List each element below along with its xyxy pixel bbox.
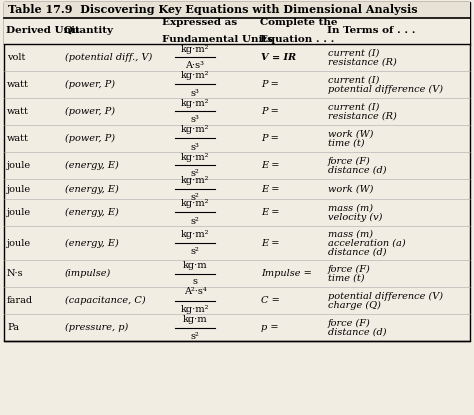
Text: distance (d): distance (d): [328, 247, 386, 256]
Text: velocity (v): velocity (v): [328, 212, 383, 222]
Text: kg·m²: kg·m²: [181, 200, 209, 208]
Text: P =: P =: [261, 107, 279, 116]
Text: joule: joule: [7, 185, 31, 193]
Text: s³: s³: [191, 88, 200, 98]
Text: A·s³: A·s³: [185, 61, 204, 71]
Text: time (t): time (t): [328, 139, 365, 147]
Text: work (W): work (W): [328, 129, 374, 139]
Text: E =: E =: [261, 185, 279, 193]
Text: work (W): work (W): [328, 185, 374, 193]
Text: Impulse =: Impulse =: [261, 269, 312, 278]
Text: distance (d): distance (d): [328, 166, 386, 174]
Text: kg·m: kg·m: [182, 315, 207, 324]
Text: (power, P): (power, P): [65, 134, 115, 143]
Bar: [4, 18, 470, 44]
Text: watt: watt: [7, 134, 29, 143]
Text: p =: p =: [261, 323, 279, 332]
Text: Table 17.9  Discovering Key Equations with Dimensional Analysis: Table 17.9 Discovering Key Equations wit…: [8, 5, 418, 15]
Text: P =: P =: [261, 134, 279, 143]
Text: (energy, E): (energy, E): [65, 161, 119, 170]
Text: C =: C =: [261, 296, 280, 305]
Text: (energy, E): (energy, E): [65, 208, 119, 217]
Text: Fundamental Units: Fundamental Units: [162, 35, 273, 44]
Text: resistance (R): resistance (R): [328, 58, 397, 66]
Text: kg·m²: kg·m²: [181, 152, 209, 161]
Text: acceleration (a): acceleration (a): [328, 239, 406, 247]
Text: (energy, E): (energy, E): [65, 184, 119, 193]
Text: s²: s²: [191, 169, 200, 178]
Bar: [4, 2, 470, 18]
Text: s: s: [192, 278, 198, 286]
Text: potential difference (V): potential difference (V): [328, 84, 443, 93]
Bar: [4, 2, 470, 341]
Text: watt: watt: [7, 80, 29, 89]
Text: s³: s³: [191, 115, 200, 124]
Text: mass (m): mass (m): [328, 229, 373, 239]
Text: kg·m²: kg·m²: [181, 44, 209, 54]
Text: resistance (R): resistance (R): [328, 112, 397, 120]
Text: kg·m²: kg·m²: [181, 230, 209, 239]
Text: Quantity: Quantity: [64, 27, 114, 36]
Text: (energy, E): (energy, E): [65, 239, 119, 248]
Text: E =: E =: [261, 161, 279, 170]
Text: mass (m): mass (m): [328, 203, 373, 212]
Text: (capacitance, C): (capacitance, C): [65, 296, 146, 305]
Text: Equation . . .: Equation . . .: [260, 35, 334, 44]
Text: watt: watt: [7, 107, 29, 116]
Text: kg·m²: kg·m²: [181, 125, 209, 134]
Text: current (I): current (I): [328, 49, 379, 58]
Text: (power, P): (power, P): [65, 80, 115, 89]
Text: joule: joule: [7, 208, 31, 217]
Text: kg·m²: kg·m²: [181, 305, 209, 313]
Text: Complete the: Complete the: [260, 18, 337, 27]
Text: charge (Q): charge (Q): [328, 300, 381, 310]
Text: (pressure, p): (pressure, p): [65, 323, 128, 332]
Text: kg·m: kg·m: [182, 261, 207, 269]
Text: (potential diff., V): (potential diff., V): [65, 53, 152, 62]
Text: kg·m²: kg·m²: [181, 98, 209, 107]
Text: force (F): force (F): [328, 318, 371, 327]
Text: volt: volt: [7, 53, 26, 62]
Text: (impulse): (impulse): [65, 269, 111, 278]
Text: In Terms of . . .: In Terms of . . .: [327, 27, 416, 36]
Text: kg·m²: kg·m²: [181, 176, 209, 185]
Text: s²: s²: [191, 217, 200, 225]
Text: time (t): time (t): [328, 273, 365, 283]
Text: N·s: N·s: [7, 269, 24, 278]
Text: Expressed as: Expressed as: [162, 18, 237, 27]
Text: V = IR: V = IR: [261, 53, 296, 62]
Text: s²: s²: [191, 247, 200, 256]
Text: Pa: Pa: [7, 323, 19, 332]
Text: joule: joule: [7, 161, 31, 170]
Text: s²: s²: [191, 193, 200, 202]
Text: current (I): current (I): [328, 103, 379, 112]
Text: E =: E =: [261, 208, 279, 217]
Text: s²: s²: [191, 332, 200, 340]
Text: A²·s⁴: A²·s⁴: [183, 288, 206, 296]
Text: current (I): current (I): [328, 76, 379, 85]
Text: E =: E =: [261, 239, 279, 247]
Text: force (F): force (F): [328, 264, 371, 273]
Text: kg·m²: kg·m²: [181, 71, 209, 81]
Text: force (F): force (F): [328, 156, 371, 166]
Text: farad: farad: [7, 296, 33, 305]
Text: distance (d): distance (d): [328, 327, 386, 337]
Text: potential difference (V): potential difference (V): [328, 291, 443, 300]
Text: s³: s³: [191, 142, 200, 151]
Text: (power, P): (power, P): [65, 107, 115, 116]
Text: P =: P =: [261, 80, 279, 89]
Text: Derived Unit: Derived Unit: [6, 27, 80, 36]
Text: joule: joule: [7, 239, 31, 247]
